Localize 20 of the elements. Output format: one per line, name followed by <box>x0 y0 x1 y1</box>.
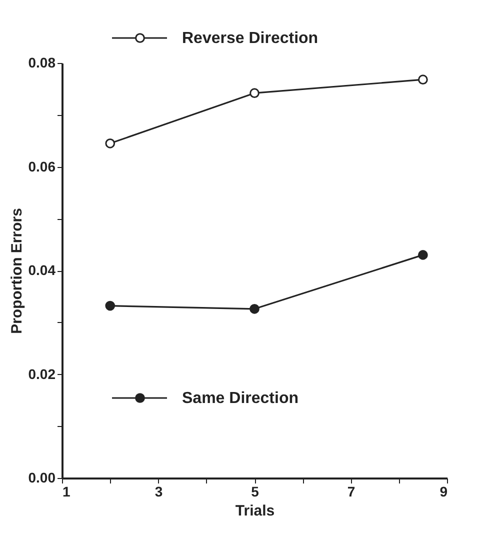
x-tick-label: 3 <box>154 484 163 500</box>
point <box>418 250 428 260</box>
y-tick-label: 0.04 <box>28 262 56 278</box>
legend-label: Same Direction <box>182 390 298 407</box>
x-tick-label: 5 <box>251 484 260 500</box>
point <box>105 138 116 148</box>
x-tick-label: 9 <box>440 484 448 500</box>
y-axis-title: Proportion Errors <box>8 208 26 334</box>
y-tick-label: 0.00 <box>28 470 56 486</box>
y-tick-label: 0.06 <box>28 158 56 174</box>
x-axis-title: Trials <box>235 502 275 520</box>
point <box>250 304 260 314</box>
x-tick-label: 1 <box>62 484 70 500</box>
point <box>105 300 116 311</box>
point <box>250 88 260 98</box>
y-tick-label: 0.02 <box>28 366 56 382</box>
x-tick-label: 7 <box>347 484 356 500</box>
legend-label: Reverse Direction <box>182 30 318 47</box>
y-tick-label: 0.08 <box>28 54 56 70</box>
point <box>418 74 428 85</box>
